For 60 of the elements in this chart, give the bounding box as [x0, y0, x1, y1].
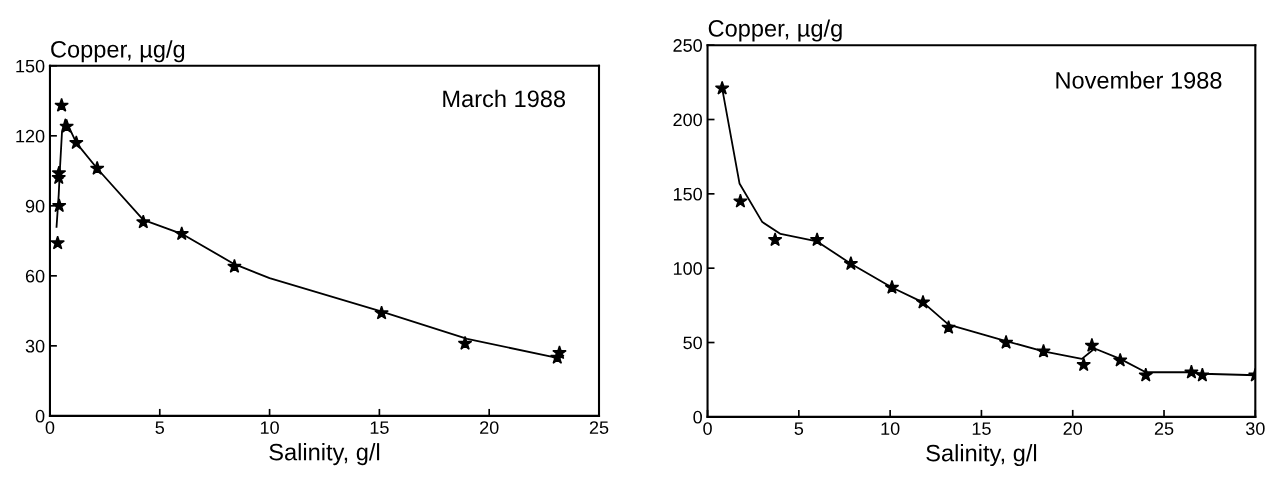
point	[915, 294, 931, 309]
text: March 1988	[443, 89, 566, 108]
y-tick-label: 30	[25, 339, 45, 353]
y-tick-label: 150	[16, 59, 45, 73]
y-axis-title: Copper, µg/g	[708, 19, 842, 42]
point	[884, 279, 900, 294]
x-tick-label: 0	[703, 422, 712, 435]
point	[733, 193, 748, 208]
x-tick-label: 20	[1063, 422, 1083, 435]
point	[1036, 343, 1051, 358]
x-tick-label: 25	[589, 421, 609, 434]
x-tick-label: 5	[794, 422, 804, 435]
y-tick-label: 100	[673, 262, 702, 275]
x-tick-label: 25	[1154, 422, 1174, 435]
x-tick-label: 20	[480, 421, 499, 434]
point	[59, 118, 74, 133]
point	[1138, 367, 1154, 382]
x-tick-label: 15	[370, 421, 389, 434]
y-axis-title: Copper, µg/g	[51, 40, 185, 63]
x-axis-title: Salinity, g/l	[269, 443, 380, 466]
x-tick-label: 10	[881, 422, 900, 435]
point	[1195, 367, 1210, 382]
point	[809, 232, 825, 247]
point	[941, 320, 956, 334]
y-tick-label: 250	[673, 39, 702, 52]
x-tick-label: 5	[155, 421, 165, 434]
point	[374, 305, 389, 320]
x-tick-label: 15	[972, 422, 991, 435]
point	[50, 235, 65, 250]
x-axis-title: Salinity, g/l	[926, 444, 1037, 467]
y-tick-label: 200	[673, 113, 702, 127]
y-tick-label: 120	[16, 129, 45, 143]
point	[89, 160, 105, 175]
point	[174, 226, 190, 241]
y-tick-label: 0	[693, 410, 702, 424]
point	[1084, 337, 1100, 352]
point	[843, 256, 859, 271]
y-tick-label: 90	[25, 199, 45, 213]
point	[51, 165, 67, 180]
point	[457, 335, 473, 350]
point	[69, 135, 84, 150]
point	[1076, 357, 1091, 372]
x-tick-label: 0	[45, 421, 55, 434]
point	[135, 214, 151, 229]
point	[227, 258, 242, 273]
point	[54, 97, 69, 112]
point	[1112, 352, 1128, 367]
y-tick-label: 150	[673, 187, 702, 201]
point	[767, 232, 783, 247]
point	[714, 80, 730, 95]
x-tick-label: 10	[260, 421, 279, 434]
y-tick-label: 0	[35, 409, 45, 423]
point	[51, 198, 67, 213]
point	[552, 345, 567, 360]
point	[998, 334, 1014, 349]
point	[1184, 364, 1199, 379]
text: November 1988	[1056, 71, 1222, 89]
x-tick-label: 30	[1245, 422, 1265, 435]
y-tick-label: 50	[683, 336, 702, 350]
y-tick-label: 60	[25, 269, 45, 283]
